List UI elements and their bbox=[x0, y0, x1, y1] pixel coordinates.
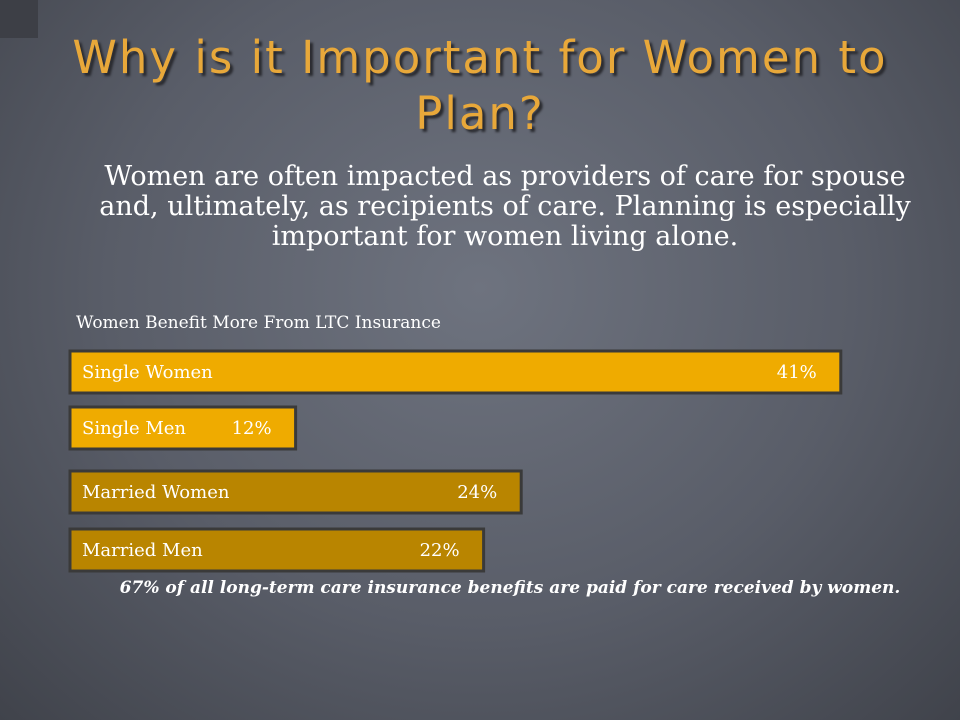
bar-category-label: Single Men bbox=[82, 418, 186, 439]
bar-category-label: Married Men bbox=[82, 540, 203, 561]
bar-value-label: 22% bbox=[420, 540, 460, 561]
footnote: 67% of all long-term care insurance bene… bbox=[119, 578, 901, 598]
corner-decoration bbox=[0, 0, 38, 38]
body-text: Women are often impacted as providers of… bbox=[99, 161, 911, 252]
slide-title: Why is it Important for Women to Plan? bbox=[72, 31, 888, 140]
bar-married-women bbox=[68, 469, 523, 515]
chart-title: Women Benefit More From LTC Insurance bbox=[76, 313, 441, 333]
bar-value-label: 41% bbox=[777, 362, 817, 383]
bar-category-label: Married Women bbox=[82, 482, 230, 503]
bar-single-women bbox=[68, 349, 843, 395]
bar-value-label: 24% bbox=[457, 482, 497, 503]
bar-category-label: Single Women bbox=[82, 362, 213, 383]
bar-value-label: 12% bbox=[232, 418, 272, 439]
bar-single-men bbox=[68, 405, 298, 451]
bar-married-men bbox=[68, 527, 486, 573]
